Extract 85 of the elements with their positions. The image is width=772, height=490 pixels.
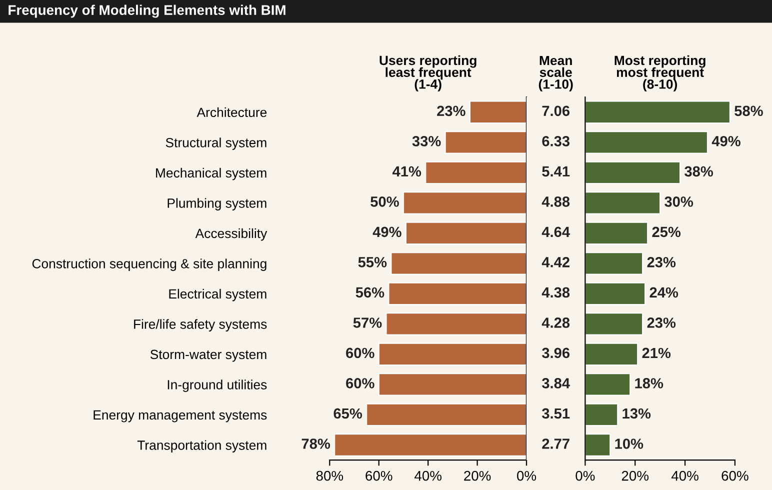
- bar: [390, 252, 527, 275]
- y-tick-label: Energy management systems: [94, 410, 267, 422]
- data-label: 56%: [356, 287, 384, 298]
- data-label: 13%: [622, 408, 651, 419]
- y-tick-label: Electrical system: [169, 288, 266, 302]
- data-label: 4.64: [542, 226, 570, 238]
- data-label: 23%: [437, 106, 466, 116]
- y-tick-label: Storm-water system: [150, 350, 266, 362]
- bar: [386, 312, 527, 336]
- bar: [585, 282, 646, 306]
- x-tick-label: 60%: [366, 470, 392, 481]
- data-label: 23%: [647, 318, 676, 328]
- bar: [405, 222, 527, 245]
- y-tick-label: Accessibility: [195, 228, 268, 241]
- data-label: 3.51: [542, 408, 570, 419]
- data-label: 10%: [615, 438, 644, 449]
- bar: [585, 100, 731, 124]
- y-tick-label: Transportation system: [137, 440, 266, 452]
- bar: [585, 342, 638, 366]
- data-label: 49%: [372, 226, 402, 238]
- y-tick-label: Architecture: [196, 107, 267, 118]
- x-tick-label: 0%: [576, 470, 595, 481]
- bar: [444, 130, 527, 154]
- data-label: 33%: [412, 136, 441, 146]
- bar: [585, 191, 661, 214]
- data-label: 4.88: [542, 196, 570, 207]
- bar: [585, 403, 618, 426]
- data-label: 4.38: [542, 287, 570, 298]
- data-label: 49%: [712, 136, 740, 146]
- data-label: 3.84: [542, 378, 570, 388]
- bar: [585, 222, 648, 245]
- bar: [585, 434, 611, 456]
- data-label: 24%: [650, 287, 678, 298]
- y-tick-label: In-ground utilities: [168, 380, 267, 392]
- data-label: 4.28: [542, 318, 570, 328]
- bar: [585, 252, 644, 275]
- data-label: 25%: [652, 226, 681, 238]
- data-label: 23%: [647, 257, 676, 268]
- x-tick-label: 60%: [722, 470, 748, 481]
- x-tick-label: 20%: [464, 470, 491, 481]
- x-tick-label: 80%: [316, 470, 344, 481]
- chart-title: Most reporting most frequent (8-10): [614, 55, 706, 92]
- data-label: 2.77: [542, 438, 570, 449]
- data-label: 38%: [684, 166, 713, 177]
- y-tick-label: Plumbing system: [168, 198, 266, 210]
- data-label: 50%: [370, 196, 399, 207]
- bar: [402, 191, 527, 214]
- x-tick-label: 40%: [414, 470, 442, 481]
- data-label: 57%: [353, 318, 382, 328]
- y-tick-label: Mechanical system: [156, 168, 266, 180]
- data-label: 5.41: [542, 166, 570, 177]
- bar: [585, 373, 631, 396]
- bar: [378, 342, 527, 366]
- data-label: 55%: [358, 257, 387, 268]
- x-tick-label: 20%: [622, 470, 649, 481]
- data-label: 21%: [642, 348, 671, 358]
- text: Frequency of Modeling Elements with BIM: [8, 4, 286, 18]
- bar: [585, 130, 708, 154]
- data-label: 30%: [664, 196, 694, 207]
- data-label: 18%: [635, 378, 664, 388]
- data-label: 65%: [334, 408, 362, 419]
- bar: [388, 282, 527, 306]
- data-label: 41%: [392, 166, 422, 177]
- text: Mean scale (1-10): [538, 56, 573, 92]
- bar: [425, 161, 527, 184]
- data-label: 3.96: [542, 348, 570, 358]
- y-tick-label: Structural system: [166, 138, 266, 150]
- x-tick-label: 40%: [671, 470, 698, 481]
- bar: [334, 434, 527, 456]
- data-label: 6.33: [542, 136, 570, 146]
- y-tick-label: Construction sequencing & site planning: [32, 258, 266, 271]
- data-label: 60%: [346, 378, 374, 388]
- x-tick-label: 0%: [517, 470, 536, 481]
- y-tick-label: Fire/life safety systems: [134, 319, 267, 332]
- bar: [378, 373, 527, 396]
- data-label: 58%: [734, 106, 763, 116]
- data-label: 4.42: [542, 257, 570, 268]
- bar: [585, 161, 681, 184]
- chart-title: Users reporting least frequent (1-4): [380, 55, 476, 92]
- bar: [366, 403, 527, 426]
- data-label: 60%: [346, 348, 374, 358]
- bar: [585, 312, 644, 336]
- data-label: 7.06: [542, 106, 570, 116]
- data-label: 78%: [302, 438, 330, 449]
- bar: [469, 100, 527, 124]
